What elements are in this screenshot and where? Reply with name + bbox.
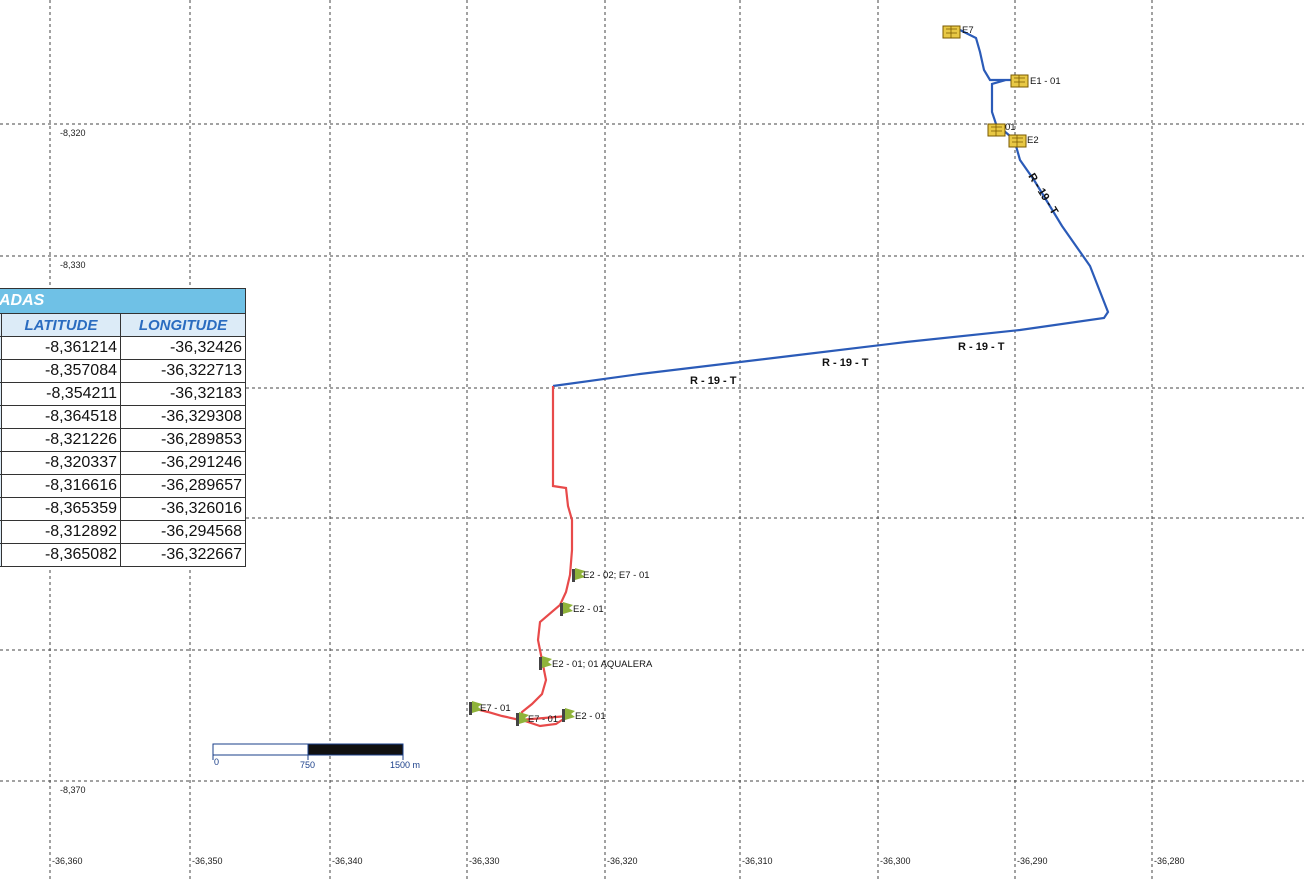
lon-label: -36,350 bbox=[192, 856, 223, 866]
lat-label: -8,320 bbox=[60, 128, 86, 138]
table-row: -8,321226 -36,289853 bbox=[0, 428, 246, 452]
point-icon bbox=[539, 657, 542, 670]
station-icon bbox=[946, 26, 957, 38]
longitude-cell: -36,294568 bbox=[120, 520, 246, 544]
table-row: -8,320337 -36,291246 bbox=[0, 451, 246, 475]
point-e7-01-left[interactable]: E7 - 01 bbox=[469, 701, 511, 715]
table-row: -8,361214 -36,32426 bbox=[0, 336, 246, 360]
scale-bar-black bbox=[307, 743, 404, 756]
point-icon bbox=[516, 713, 519, 726]
longitude-cell: -36,322713 bbox=[120, 359, 246, 383]
table-title: ADAS bbox=[0, 288, 246, 314]
route-label: R - 19 - T bbox=[690, 375, 737, 387]
scale-bar-white bbox=[212, 743, 309, 756]
lon-label: -36,330 bbox=[469, 856, 500, 866]
scale-label: 750 bbox=[300, 760, 315, 770]
station-e2-01-top[interactable]: 01 bbox=[987, 122, 1016, 137]
lon-label: -36,310 bbox=[742, 856, 773, 866]
point-icon bbox=[565, 708, 575, 720]
lat-label: -8,330 bbox=[60, 260, 86, 270]
station-label: E7 bbox=[962, 25, 974, 36]
station-e2[interactable]: E2 bbox=[1008, 134, 1039, 148]
lon-label: -36,340 bbox=[332, 856, 363, 866]
coordinates-table: ADAS LATITUDE LONGITUDE -8,361214 -36,324… bbox=[0, 288, 246, 567]
point-icon bbox=[542, 656, 552, 668]
station-icon bbox=[942, 25, 961, 39]
longitude-cell: -36,322667 bbox=[120, 543, 246, 567]
station-icon bbox=[1010, 74, 1029, 88]
point-label: E7 - 01 bbox=[480, 703, 511, 714]
latitude-cell: -8,365082 bbox=[1, 543, 121, 567]
station-label: 01 bbox=[1005, 122, 1016, 133]
latitude-cell: -8,320337 bbox=[1, 451, 121, 475]
point-e2-01-bottom[interactable]: E2 - 01 bbox=[562, 708, 606, 722]
longitude-cell: -36,289853 bbox=[120, 428, 246, 452]
table-row: -8,312892 -36,294568 bbox=[0, 520, 246, 544]
latitude-cell: -8,365359 bbox=[1, 497, 121, 521]
station-icon bbox=[1012, 135, 1023, 147]
table-row: -8,364518 -36,329308 bbox=[0, 405, 246, 429]
station-icon bbox=[991, 124, 1002, 136]
point-icon bbox=[562, 709, 565, 722]
station-icon bbox=[1014, 75, 1025, 87]
longitude-cell: -36,291246 bbox=[120, 451, 246, 475]
latitude-header: LATITUDE bbox=[1, 313, 121, 337]
point-e7-01-center[interactable]: E7 - 01 bbox=[516, 712, 558, 726]
lon-label: -36,320 bbox=[607, 856, 638, 866]
point-icon bbox=[519, 712, 529, 724]
point-e2-02-e7-01[interactable]: E2 - 02; E7 - 01 bbox=[572, 568, 650, 582]
route-label: R - 19 - T bbox=[822, 357, 869, 369]
latitude-cell: -8,357084 bbox=[1, 359, 121, 383]
lon-label: -36,280 bbox=[1154, 856, 1185, 866]
scale-label: 0 bbox=[214, 757, 219, 767]
longitude-cell: -36,289657 bbox=[120, 474, 246, 498]
table-row: -8,354211 -36,32183 bbox=[0, 382, 246, 406]
point-label: E7 - 01 bbox=[528, 714, 558, 725]
longitude-cell: -36,329308 bbox=[120, 405, 246, 429]
route-red[interactable] bbox=[471, 386, 574, 728]
latitude-cell: -8,361214 bbox=[1, 336, 121, 360]
table-row: -8,365082 -36,322667 bbox=[0, 543, 246, 567]
point-e2-01-mid[interactable]: E2 - 01 bbox=[560, 602, 604, 616]
longitude-cell: -36,326016 bbox=[120, 497, 246, 521]
lon-label: -36,360 bbox=[52, 856, 83, 866]
latitude-cell: -8,316616 bbox=[1, 474, 121, 498]
station-icon bbox=[1008, 134, 1027, 148]
point-label: E2 - 01; 01 AQUALERA bbox=[552, 659, 653, 670]
lat-label: -8,370 bbox=[60, 785, 86, 795]
scale-label: 1500 m bbox=[390, 760, 420, 770]
scale-bar: 0 750 1500 m bbox=[212, 743, 420, 770]
station-icon bbox=[987, 123, 1006, 137]
longitude-header: LONGITUDE bbox=[120, 313, 246, 337]
point-icon bbox=[575, 568, 585, 580]
point-label: E2 - 02; E7 - 01 bbox=[583, 570, 650, 581]
station-label: E2 bbox=[1027, 135, 1039, 146]
point-label: E2 - 01 bbox=[573, 604, 604, 615]
point-label: E2 - 01 bbox=[575, 711, 606, 722]
table-body: -8,361214 -36,32426 -8,357084 -36,322713 -8,… bbox=[0, 336, 246, 567]
station-e7[interactable]: E7 bbox=[942, 25, 974, 39]
latitude-cell: -8,364518 bbox=[1, 405, 121, 429]
table-row: -8,365359 -36,326016 bbox=[0, 497, 246, 521]
latitude-cell: -8,312892 bbox=[1, 520, 121, 544]
table-row: -8,357084 -36,322713 bbox=[0, 359, 246, 383]
point-icon bbox=[563, 602, 573, 614]
station-label: E1 - 01 bbox=[1030, 76, 1061, 87]
route-label: R - 19 - T bbox=[958, 341, 1005, 353]
point-icon bbox=[469, 702, 472, 715]
latitude-cell: -8,321226 bbox=[1, 428, 121, 452]
lon-label: -36,290 bbox=[1017, 856, 1048, 866]
latitude-cell: -8,354211 bbox=[1, 382, 121, 406]
point-e2-01-aqualera[interactable]: E2 - 01; 01 AQUALERA bbox=[539, 656, 653, 670]
longitude-cell: -36,32183 bbox=[120, 382, 246, 406]
point-icon bbox=[560, 603, 563, 616]
longitude-cell: -36,32426 bbox=[120, 336, 246, 360]
lon-label: -36,300 bbox=[880, 856, 911, 866]
station-e1-01[interactable]: E1 - 01 bbox=[1010, 74, 1061, 88]
point-icon bbox=[472, 701, 482, 713]
route-label: R - 19 - T bbox=[1025, 171, 1060, 217]
point-icon bbox=[572, 569, 575, 582]
table-row: -8,316616 -36,289657 bbox=[0, 474, 246, 498]
